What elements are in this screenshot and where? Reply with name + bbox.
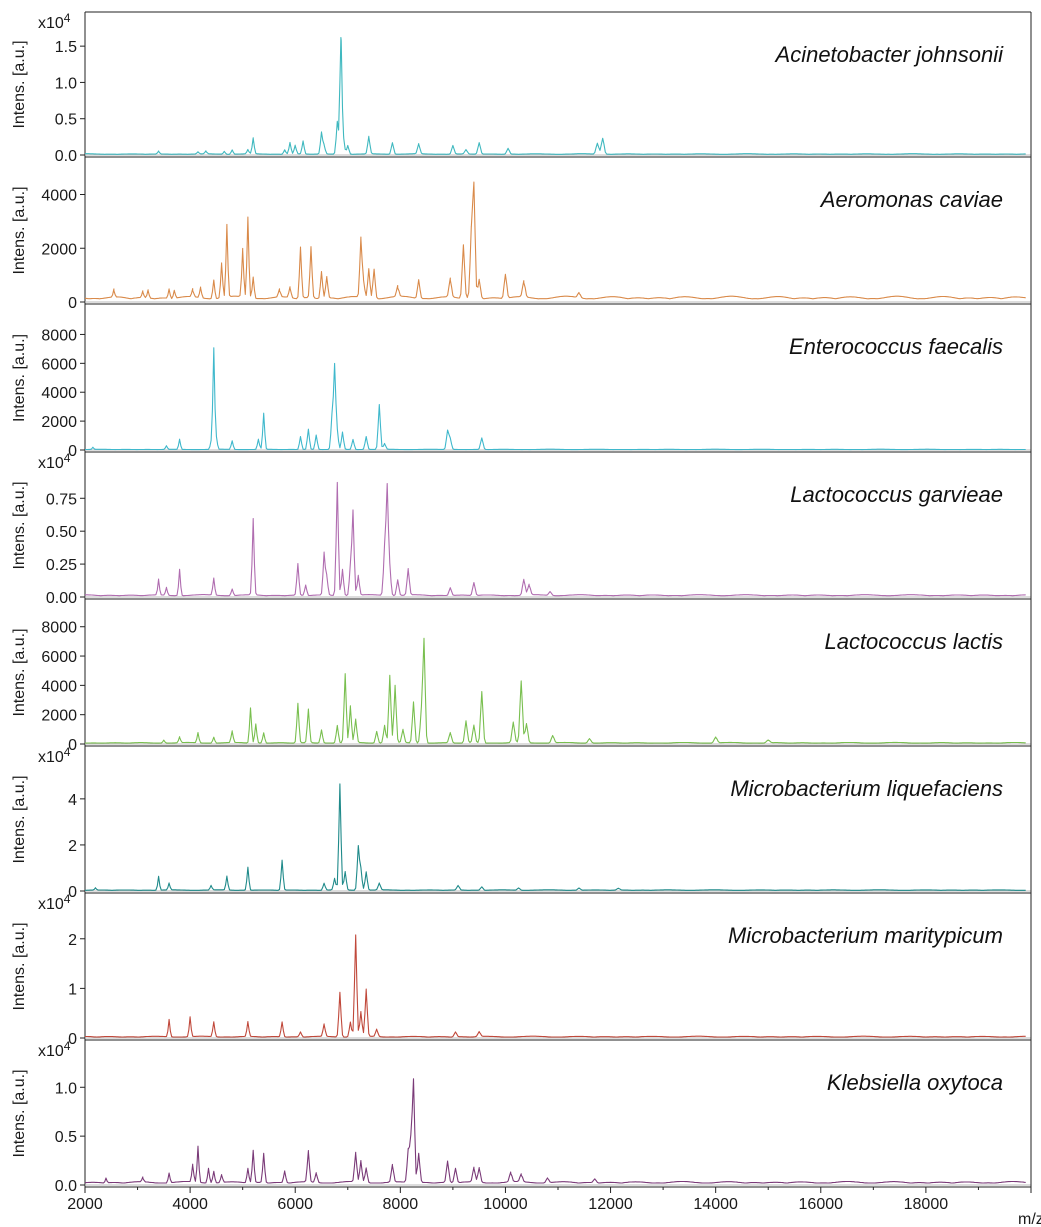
species-label: Aeromonas caviae bbox=[819, 187, 1003, 212]
spectrum-panel: 0.0 0.5 1.0 Intens. [a.u.] x104 Klebsiella ox… bbox=[11, 1039, 1031, 1195]
y-tick-label: 4000 bbox=[41, 678, 77, 695]
x-tick-label: 18000 bbox=[904, 1196, 949, 1213]
y-tick-label: 6000 bbox=[41, 649, 77, 666]
spectrum-line bbox=[85, 347, 1026, 451]
spectrum-panel: 0 1 2 Intens. [a.u.] x104 Microbacterium mari… bbox=[11, 892, 1031, 1048]
y-multiplier: x104 bbox=[38, 1039, 71, 1060]
y-tick-label: 2000 bbox=[41, 414, 77, 431]
x-tick-label: 6000 bbox=[277, 1196, 313, 1213]
y-tick-label: 4000 bbox=[41, 188, 77, 205]
species-label: Enterococcus faecalis bbox=[789, 334, 1003, 359]
y-multiplier: x104 bbox=[38, 892, 71, 913]
y-tick-label: 6000 bbox=[41, 356, 77, 373]
y-tick-label: 2 bbox=[68, 932, 77, 949]
spectrum-line bbox=[85, 934, 1026, 1038]
y-axis-label: Intens. [a.u.] bbox=[11, 922, 28, 1010]
spectrum-line bbox=[84, 181, 1026, 300]
y-tick-label: 0 bbox=[68, 443, 77, 460]
spectrum-panel: 0.0 0.5 1.0 1.5 Intens. [a.u.] x104 Acinetobac… bbox=[11, 11, 1031, 165]
spectrum-line bbox=[85, 783, 1026, 891]
y-tick-label: 0.5 bbox=[55, 112, 77, 129]
y-tick-label: 2000 bbox=[41, 708, 77, 725]
x-tick-label: 4000 bbox=[172, 1196, 208, 1213]
y-axis-label: Intens. [a.u.] bbox=[11, 186, 28, 274]
y-tick-label: 8000 bbox=[41, 327, 77, 344]
y-tick-label: 4 bbox=[68, 792, 77, 809]
y-tick-label: 8000 bbox=[41, 620, 77, 637]
y-multiplier: x104 bbox=[38, 451, 71, 472]
y-tick-label: 2000 bbox=[41, 241, 77, 258]
y-tick-label: 1.0 bbox=[55, 75, 77, 92]
y-axis-label: Intens. [a.u.] bbox=[11, 40, 28, 128]
y-axis-label: Intens. [a.u.] bbox=[11, 775, 28, 863]
y-tick-label: 0.50 bbox=[46, 524, 77, 541]
y-tick-label: 0.0 bbox=[55, 148, 77, 165]
x-tick-label: 8000 bbox=[383, 1196, 419, 1213]
species-label: Lactococcus garvieae bbox=[790, 482, 1003, 507]
y-tick-label: 0.75 bbox=[46, 491, 77, 508]
x-tick-label: 12000 bbox=[588, 1196, 633, 1213]
species-label: Lactococcus lactis bbox=[824, 629, 1003, 654]
x-axis-label: m/z bbox=[1018, 1211, 1041, 1227]
spectrum-panel: 0 2000 4000 6000 8000 Intens. [a.u.] Lactococc… bbox=[11, 598, 1031, 754]
y-tick-label: 0 bbox=[68, 884, 77, 901]
y-axis-label: Intens. [a.u.] bbox=[11, 628, 28, 716]
x-tick-label: 2000 bbox=[67, 1196, 103, 1213]
x-tick-label: 10000 bbox=[483, 1196, 528, 1213]
y-tick-label: 1.0 bbox=[55, 1080, 77, 1097]
species-label: Microbacterium liquefaciens bbox=[730, 776, 1003, 801]
y-tick-label: 0.25 bbox=[46, 557, 77, 574]
x-tick-label: 14000 bbox=[693, 1196, 738, 1213]
spectrum-line bbox=[85, 637, 1026, 744]
y-axis-label: Intens. [a.u.] bbox=[11, 334, 28, 422]
spectra-panels: 0.0 0.5 1.0 1.5 Intens. [a.u.] x104 Acinetobac… bbox=[11, 11, 1032, 1195]
y-multiplier: x104 bbox=[38, 745, 71, 766]
y-tick-label: 1.5 bbox=[55, 39, 77, 56]
spectrum-line bbox=[85, 481, 1026, 597]
species-label: Microbacterium maritypicum bbox=[728, 923, 1003, 948]
y-axis-label: Intens. [a.u.] bbox=[11, 1069, 28, 1157]
spectrum-panel: 0.00 0.25 0.50 0.75 Intens. [a.u.] x104 Lactoc… bbox=[11, 451, 1031, 607]
y-axis-label: Intens. [a.u.] bbox=[11, 481, 28, 569]
spectrum-panel: 0 2000 4000 Intens. [a.u.] Aeromonas caviae bbox=[11, 156, 1031, 312]
spectrum-panel: 0 2 4 Intens. [a.u.] x104 Microbacterium liqu… bbox=[11, 745, 1031, 901]
species-label: Klebsiella oxytoca bbox=[827, 1070, 1003, 1095]
y-tick-label: 0.5 bbox=[55, 1129, 77, 1146]
y-tick-label: 0 bbox=[68, 737, 77, 754]
y-tick-label: 1 bbox=[68, 981, 77, 998]
species-label: Acinetobacter johnsonii bbox=[774, 42, 1005, 67]
y-tick-label: 0 bbox=[68, 295, 77, 312]
y-multiplier: x104 bbox=[38, 11, 71, 32]
y-tick-label: 4000 bbox=[41, 385, 77, 402]
x-tick-label: 16000 bbox=[799, 1196, 844, 1213]
y-tick-label: 0 bbox=[68, 1031, 77, 1048]
spectrum-panel: 0 2000 4000 6000 8000 Intens. [a.u.] Enterococ… bbox=[11, 303, 1031, 460]
y-tick-label: 0.00 bbox=[46, 590, 77, 607]
y-tick-label: 2 bbox=[68, 838, 77, 855]
x-axis: 2000 4000 6000 8000 10000 12000 14000 16000 1800… bbox=[67, 1186, 1032, 1213]
spectrum-line bbox=[84, 1078, 1026, 1184]
y-tick-label: 0.0 bbox=[55, 1178, 77, 1195]
spectrum-line bbox=[85, 36, 1026, 155]
